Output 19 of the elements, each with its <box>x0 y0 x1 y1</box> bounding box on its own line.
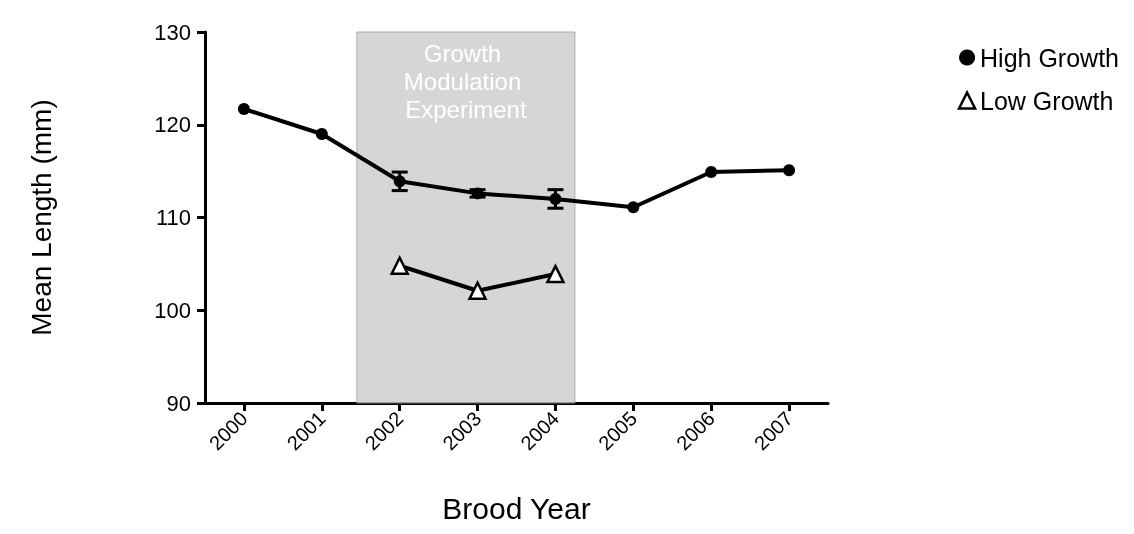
point <box>315 128 328 141</box>
y-tick-label: 90 <box>166 390 191 416</box>
legend-label: High Growth <box>980 43 1120 72</box>
x-axis-title: Brood Year <box>442 491 591 525</box>
y-tick-label: 110 <box>155 205 191 230</box>
point <box>546 264 565 284</box>
point <box>783 164 796 177</box>
point <box>393 175 406 188</box>
y-tick-label: 120 <box>154 112 191 138</box>
point <box>237 102 250 115</box>
y-tick-label: 100 <box>154 297 191 323</box>
point <box>627 201 640 214</box>
point <box>390 256 409 275</box>
point <box>705 166 718 179</box>
y-tick-label: 130 <box>154 19 191 45</box>
y-axis-title: Mean Length (mm) <box>25 99 57 336</box>
legend-label: Low Growth <box>980 86 1114 115</box>
point <box>549 192 562 205</box>
point <box>468 281 487 301</box>
